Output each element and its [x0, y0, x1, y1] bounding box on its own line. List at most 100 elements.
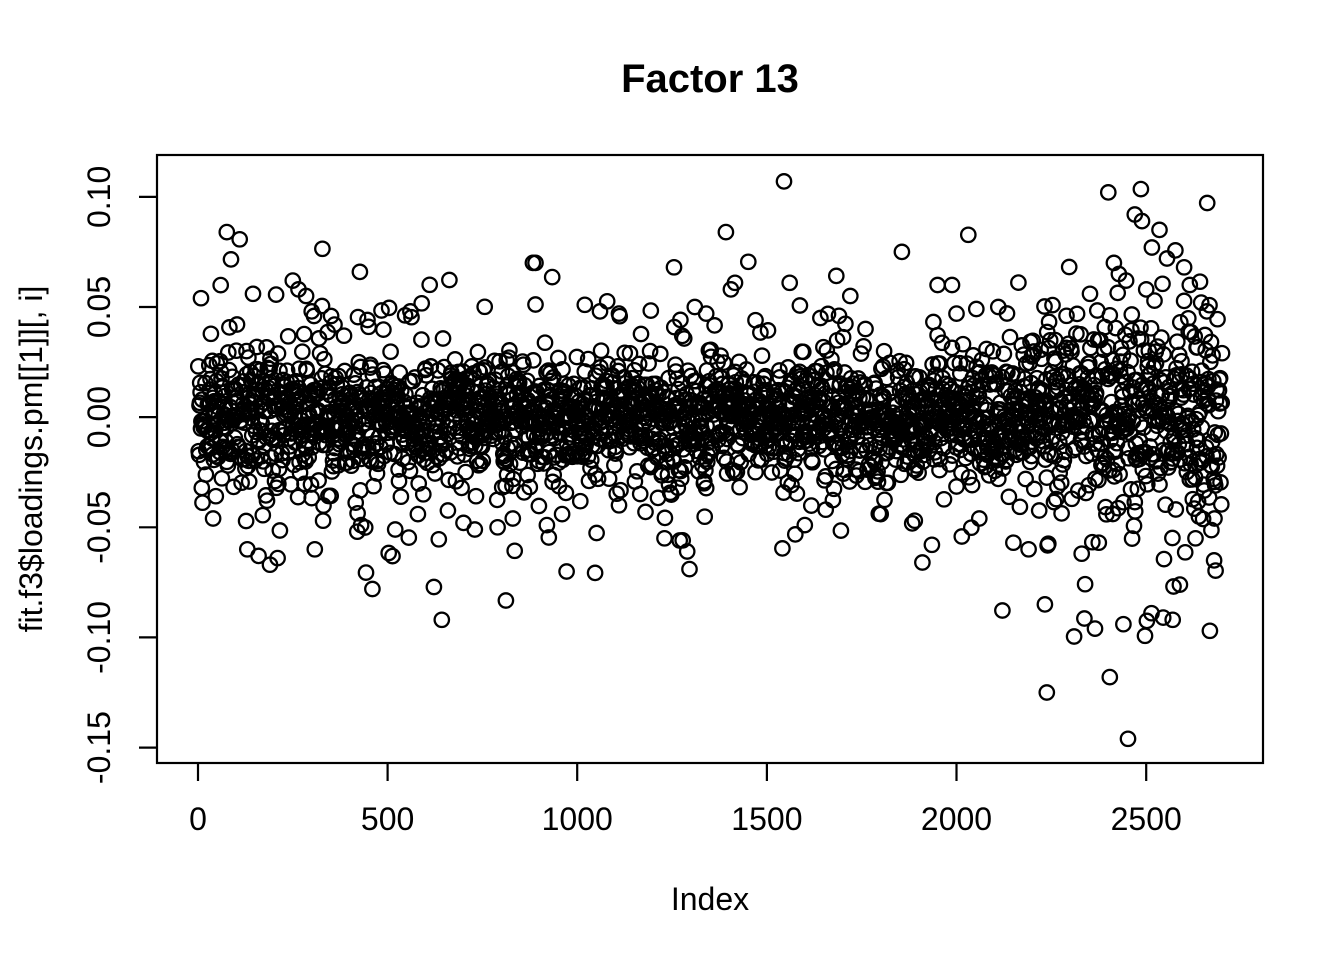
data-point	[400, 529, 418, 546]
scatter-points	[189, 173, 1231, 748]
data-point	[1052, 368, 1070, 385]
data-point	[1157, 368, 1175, 386]
data-point	[1175, 258, 1193, 276]
data-point	[963, 476, 981, 494]
data-point	[765, 443, 783, 461]
data-point	[434, 330, 452, 347]
data-point	[1212, 496, 1230, 513]
data-point	[962, 519, 980, 537]
data-point	[923, 536, 941, 554]
data-point	[1167, 242, 1184, 259]
data-point	[238, 342, 255, 360]
data-point	[1109, 284, 1127, 302]
data-point	[540, 529, 558, 546]
data-point	[536, 448, 553, 466]
data-point	[413, 294, 431, 312]
data-point	[375, 321, 392, 338]
data-point	[640, 355, 657, 372]
data-point	[826, 360, 843, 378]
x-axis-tick-label: 500	[361, 801, 414, 837]
data-point	[631, 485, 649, 503]
data-point	[953, 528, 971, 545]
data-point	[612, 481, 629, 499]
data-point	[536, 334, 554, 352]
data-point	[1000, 488, 1018, 506]
data-point	[827, 267, 845, 285]
data-point	[841, 287, 859, 305]
data-point	[359, 311, 376, 329]
data-point	[891, 352, 908, 370]
data-point	[284, 272, 302, 289]
data-point	[549, 349, 567, 367]
data-point	[586, 564, 604, 582]
data-point	[421, 276, 439, 294]
data-point	[651, 345, 669, 363]
data-point	[929, 276, 946, 294]
data-point	[1155, 346, 1172, 363]
data-point	[1040, 313, 1058, 331]
data-point	[1030, 502, 1048, 519]
data-point	[1131, 415, 1149, 433]
data-point	[1052, 474, 1070, 491]
data-point	[1192, 294, 1210, 311]
x-axis-tick-label: 0	[189, 801, 207, 837]
data-point	[352, 358, 370, 376]
data-point	[1171, 313, 1189, 331]
data-point	[876, 491, 893, 509]
data-point	[731, 478, 748, 496]
data-point	[989, 470, 1007, 488]
data-point	[1068, 305, 1086, 323]
y-axis-label: fit.f3$loadings.pm[[1]][, i]	[13, 286, 49, 633]
data-point	[189, 357, 207, 375]
data-point	[225, 478, 242, 496]
data-point	[467, 487, 485, 505]
data-point	[1036, 298, 1053, 315]
data-point	[1076, 610, 1093, 627]
data-point	[1126, 502, 1144, 520]
data-point	[511, 454, 529, 472]
data-point	[802, 497, 820, 514]
data-point	[192, 289, 210, 307]
data-point	[1136, 627, 1154, 645]
data-point	[621, 344, 639, 362]
data-point	[642, 302, 660, 319]
data-point	[197, 466, 215, 483]
data-point	[1158, 413, 1176, 431]
data-point	[425, 578, 443, 596]
data-point	[817, 501, 835, 519]
data-point	[717, 223, 735, 241]
data-point	[1083, 533, 1101, 551]
data-point	[1203, 521, 1220, 539]
data-point	[672, 470, 690, 488]
data-point	[449, 448, 466, 465]
data-point	[1132, 331, 1150, 348]
data-point	[1138, 475, 1156, 493]
data-point	[1212, 425, 1230, 442]
data-point	[687, 372, 705, 390]
data-point	[1206, 424, 1224, 441]
data-point	[1173, 352, 1190, 370]
data-point	[1017, 470, 1034, 488]
data-point	[410, 475, 428, 492]
data-point	[207, 487, 225, 505]
data-point	[489, 518, 506, 536]
data-point	[1073, 545, 1091, 563]
data-point	[386, 521, 404, 538]
x-axis-label: Index	[671, 881, 749, 917]
data-point	[753, 347, 771, 365]
data-point	[426, 465, 444, 482]
data-point	[1050, 433, 1068, 451]
data-point	[948, 478, 965, 495]
data-point	[893, 243, 911, 261]
data-point	[834, 445, 851, 463]
data-point	[675, 330, 693, 347]
data-point	[763, 464, 781, 481]
data-point	[1171, 576, 1189, 593]
data-point	[1115, 615, 1132, 633]
data-point	[347, 374, 364, 392]
data-point	[1032, 341, 1050, 359]
data-point	[501, 455, 519, 473]
data-point	[1076, 575, 1094, 593]
data-point	[1157, 496, 1174, 514]
data-point	[384, 547, 401, 565]
